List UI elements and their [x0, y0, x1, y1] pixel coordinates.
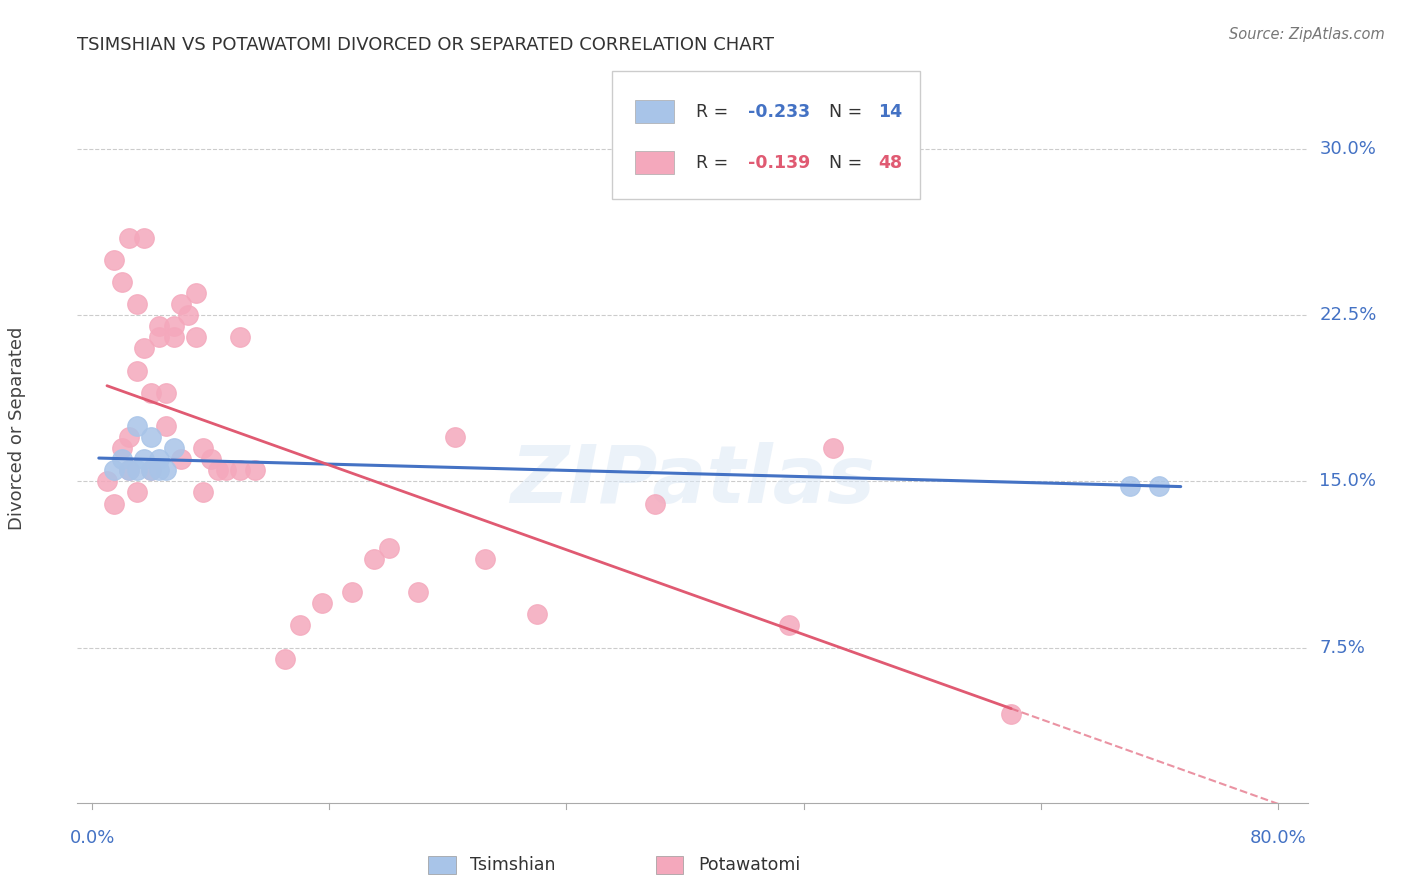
Point: [340, 585, 363, 599]
Point: [148, 330, 170, 344]
Point: [132, 452, 155, 467]
Point: [163, 441, 186, 455]
Point: [406, 585, 429, 599]
Point: [229, 330, 252, 344]
Text: R =: R =: [696, 153, 734, 172]
Point: [207, 463, 229, 477]
FancyBboxPatch shape: [427, 855, 456, 874]
Point: [184, 285, 207, 300]
FancyBboxPatch shape: [655, 855, 683, 874]
Text: Divorced or Separated: Divorced or Separated: [8, 326, 25, 530]
Text: R =: R =: [696, 103, 734, 120]
Point: [111, 275, 134, 289]
Point: [125, 463, 148, 477]
Text: 48: 48: [879, 153, 903, 172]
Point: [193, 441, 215, 455]
Point: [148, 452, 170, 467]
Point: [132, 230, 155, 244]
Point: [155, 463, 177, 477]
Point: [274, 651, 297, 665]
Point: [163, 330, 186, 344]
Point: [170, 452, 193, 467]
Point: [311, 596, 333, 610]
Point: [132, 342, 155, 356]
Point: [644, 497, 666, 511]
Text: 0.0%: 0.0%: [69, 830, 115, 847]
Point: [363, 552, 385, 566]
Point: [193, 485, 215, 500]
Point: [125, 485, 148, 500]
Text: 7.5%: 7.5%: [1319, 639, 1365, 657]
Point: [118, 463, 141, 477]
Point: [823, 441, 845, 455]
Point: [141, 430, 163, 444]
Point: [1118, 479, 1140, 493]
Point: [184, 330, 207, 344]
Text: 14: 14: [879, 103, 903, 120]
Text: Source: ZipAtlas.com: Source: ZipAtlas.com: [1229, 27, 1385, 42]
Point: [474, 552, 496, 566]
Point: [148, 319, 170, 334]
Text: 22.5%: 22.5%: [1319, 306, 1376, 324]
Text: N =: N =: [830, 103, 868, 120]
Point: [377, 541, 399, 555]
FancyBboxPatch shape: [634, 151, 673, 175]
Point: [118, 463, 141, 477]
Point: [111, 441, 134, 455]
Point: [125, 297, 148, 311]
Point: [148, 463, 170, 477]
Text: TSIMSHIAN VS POTAWATOMI DIVORCED OR SEPARATED CORRELATION CHART: TSIMSHIAN VS POTAWATOMI DIVORCED OR SEPA…: [77, 36, 775, 54]
Point: [1149, 479, 1171, 493]
Text: -0.233: -0.233: [748, 103, 810, 120]
Point: [526, 607, 548, 622]
Point: [111, 452, 134, 467]
Point: [155, 385, 177, 400]
Point: [177, 308, 200, 322]
Point: [103, 497, 125, 511]
Point: [118, 230, 141, 244]
Point: [288, 618, 311, 632]
Point: [141, 463, 163, 477]
FancyBboxPatch shape: [634, 100, 673, 123]
Text: 30.0%: 30.0%: [1319, 140, 1376, 158]
Point: [118, 430, 141, 444]
Text: -0.139: -0.139: [748, 153, 810, 172]
Point: [125, 419, 148, 434]
Point: [200, 452, 222, 467]
Text: ZIPatlas: ZIPatlas: [510, 442, 875, 520]
Point: [141, 463, 163, 477]
Point: [1000, 707, 1022, 722]
Point: [229, 463, 252, 477]
Point: [141, 385, 163, 400]
Point: [170, 297, 193, 311]
Point: [778, 618, 800, 632]
Point: [103, 463, 125, 477]
Point: [245, 463, 267, 477]
FancyBboxPatch shape: [613, 71, 920, 200]
Text: 80.0%: 80.0%: [1250, 830, 1306, 847]
Point: [214, 463, 236, 477]
Point: [163, 319, 186, 334]
Text: Tsimshian: Tsimshian: [471, 856, 555, 874]
Point: [155, 419, 177, 434]
Text: Potawatomi: Potawatomi: [697, 856, 800, 874]
Point: [103, 252, 125, 267]
Text: 15.0%: 15.0%: [1319, 473, 1376, 491]
Point: [444, 430, 467, 444]
Point: [125, 363, 148, 377]
Point: [96, 475, 118, 489]
Text: N =: N =: [830, 153, 868, 172]
